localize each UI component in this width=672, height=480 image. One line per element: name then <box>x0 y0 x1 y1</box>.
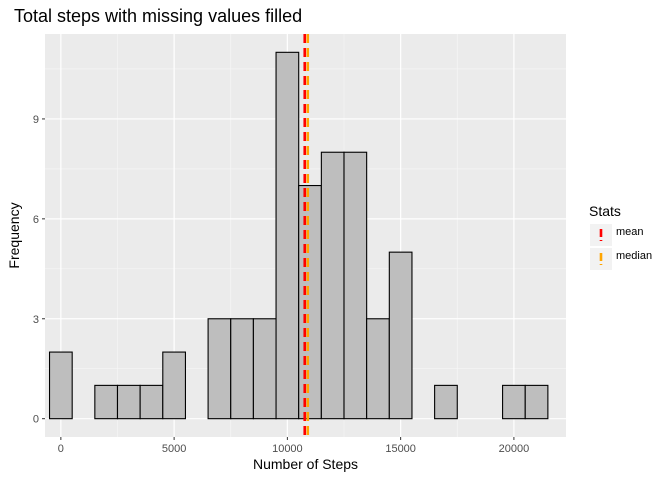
histogram-bar <box>524 384 549 420</box>
x-tick-label: 5000 <box>162 443 186 455</box>
histogram-bar <box>139 384 164 420</box>
histogram-bar <box>320 151 345 420</box>
legend: Stats mean median <box>589 203 652 270</box>
y-axis: 0 3 6 9 <box>33 114 45 426</box>
x-axis-title: Number of Steps <box>253 456 358 472</box>
histogram-bar <box>252 318 277 420</box>
histogram-bar <box>94 384 119 420</box>
y-tick-label: 3 <box>33 314 39 326</box>
x-tick-label: 20000 <box>499 443 530 455</box>
histogram-bar <box>434 384 458 420</box>
histogram-bars <box>48 51 549 420</box>
y-tick-label: 0 <box>33 414 39 426</box>
histogram-bar <box>207 318 232 420</box>
stat-lines <box>303 34 310 437</box>
y-axis-title: Frequency <box>6 202 22 268</box>
histogram-bar <box>230 318 254 420</box>
histogram-bar <box>162 351 186 420</box>
y-tick-label: 6 <box>33 214 39 226</box>
x-axis: 0 5000 10000 15000 20000 <box>58 437 529 455</box>
legend-label-median: median <box>616 250 652 262</box>
histogram-bar <box>502 384 526 420</box>
histogram-bar <box>48 351 73 420</box>
histogram-bar <box>343 151 368 420</box>
x-tick-label: 0 <box>58 443 64 455</box>
legend-label-mean: mean <box>616 226 644 238</box>
x-tick-label: 15000 <box>385 443 416 455</box>
histogram-bar <box>275 51 300 420</box>
histogram-bar <box>388 251 413 420</box>
y-tick-label: 9 <box>33 114 39 126</box>
histogram-bar <box>298 184 322 420</box>
histogram-bar <box>366 318 390 420</box>
legend-title: Stats <box>589 203 621 219</box>
histogram-bar <box>116 384 141 420</box>
x-tick-label: 10000 <box>272 443 303 455</box>
legend-entries: mean median <box>590 224 652 270</box>
chart-title: Total steps with missing values filled <box>14 6 302 26</box>
